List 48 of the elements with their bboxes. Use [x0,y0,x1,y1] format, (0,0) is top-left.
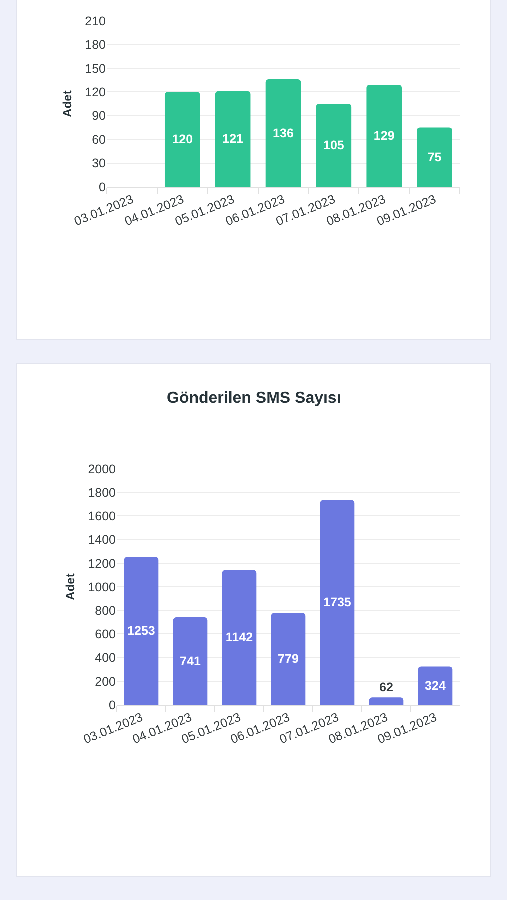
data-label: 75 [428,150,442,164]
bar [173,618,208,705]
chart-title: Gönderilen SMS Sayısı [167,390,342,407]
data-label: 121 [222,132,244,146]
y-tick-label: 600 [95,628,116,642]
y-tick-label: 0 [109,698,116,712]
data-label: 1253 [128,624,156,638]
data-label: 105 [323,138,344,152]
y-tick-label: 1400 [88,533,116,548]
y-tick-label: 400 [95,651,116,666]
bar [320,500,355,705]
data-label: 324 [425,678,446,693]
y-axis-title: Adet [60,90,74,118]
y-axis-title: Adet [63,574,78,600]
bar [164,92,200,187]
data-label: 1735 [324,596,352,610]
y-tick-label: 90 [92,109,106,124]
bar [316,104,352,187]
bar [222,570,257,705]
bar [418,666,453,705]
bar [366,85,402,187]
data-label: 136 [273,126,294,140]
bar [266,80,302,187]
y-tick-label: 800 [95,604,116,618]
bar [271,613,306,705]
bar [369,698,404,705]
y-tick-label: 1000 [88,580,116,594]
bar [417,128,452,187]
y-tick-label: 200 [95,674,116,689]
y-tick-label: 1600 [88,510,116,524]
y-tick-label: 30 [92,156,106,171]
data-label: 741 [180,654,201,668]
y-tick-label: 60 [92,132,106,147]
bar [124,557,159,705]
y-tick-label: 210 [85,14,106,28]
bar [215,91,251,187]
y-tick-label: 150 [85,62,106,76]
y-tick-label: 1200 [88,556,116,571]
y-tick-label: 0 [99,180,106,194]
data-label: 62 [380,680,394,695]
data-label: 120 [172,132,194,147]
y-tick-label: 2000 [88,462,116,476]
data-label: 129 [374,129,395,144]
y-tick-label: 120 [85,86,106,100]
y-tick-label: 180 [85,38,106,52]
data-label: 1142 [226,630,254,645]
y-tick-label: 1800 [88,486,116,500]
data-label: 779 [278,652,299,666]
